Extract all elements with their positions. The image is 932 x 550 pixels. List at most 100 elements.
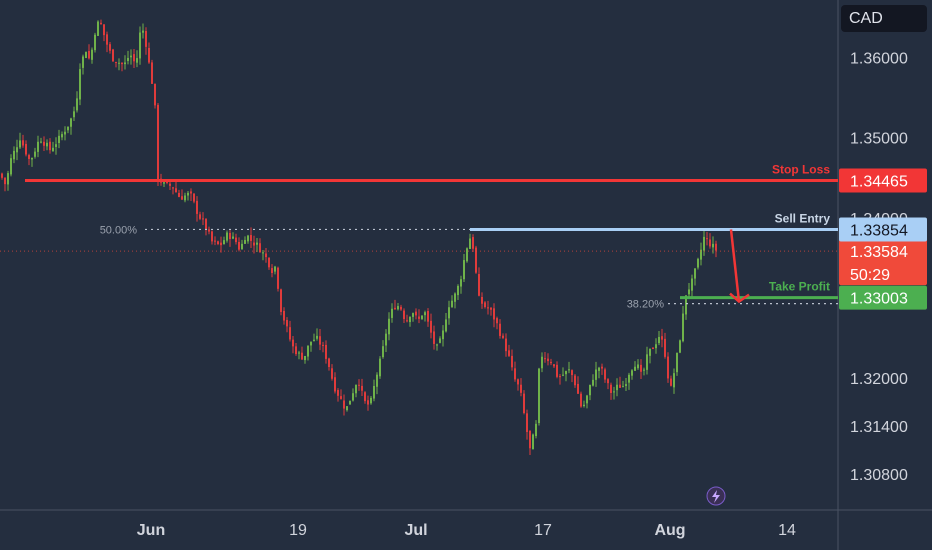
candle-body bbox=[694, 268, 696, 279]
candle-body bbox=[712, 243, 714, 248]
candle-body bbox=[529, 430, 531, 449]
candle-body bbox=[577, 383, 579, 394]
candle-body bbox=[25, 143, 27, 155]
candle-body bbox=[376, 374, 378, 387]
candle-body bbox=[178, 192, 180, 197]
candle-body bbox=[697, 258, 699, 268]
candle-body bbox=[184, 195, 186, 201]
candle-body bbox=[670, 378, 672, 386]
candle-body bbox=[136, 58, 138, 63]
fib-382-label: 38.20% bbox=[627, 299, 665, 311]
currency-badge[interactable]: CAD bbox=[841, 5, 927, 32]
candle-body bbox=[94, 34, 96, 51]
x-tick-label: 19 bbox=[289, 522, 307, 539]
candle-body bbox=[493, 308, 495, 320]
candle-body bbox=[22, 140, 24, 146]
candle-body bbox=[238, 241, 240, 250]
candle-body bbox=[256, 242, 258, 245]
candle-body bbox=[403, 310, 405, 320]
candle-body bbox=[79, 69, 81, 100]
candle-body bbox=[73, 111, 75, 118]
candle-body bbox=[124, 62, 126, 65]
candle-body bbox=[298, 352, 300, 354]
candle-body bbox=[97, 21, 99, 36]
candle-body bbox=[4, 177, 6, 185]
candle-body bbox=[283, 310, 285, 321]
candle-body bbox=[325, 344, 327, 359]
lightning-icon-bolt bbox=[712, 490, 720, 503]
candle-body bbox=[10, 158, 12, 175]
candle-body bbox=[115, 61, 117, 63]
sell-arrow-head bbox=[729, 292, 750, 304]
candle-body bbox=[505, 338, 507, 352]
candle-body bbox=[523, 393, 525, 414]
candle-body bbox=[625, 384, 627, 386]
candle-body bbox=[448, 307, 450, 319]
candle-body bbox=[622, 386, 624, 388]
candle-body bbox=[475, 247, 477, 273]
candle-body bbox=[583, 404, 585, 407]
candle-body bbox=[247, 235, 249, 242]
candle-body bbox=[607, 379, 609, 384]
candle-body bbox=[172, 187, 174, 189]
fib-50-label: 50.00% bbox=[100, 224, 138, 236]
candle-body bbox=[427, 311, 429, 322]
candle-body bbox=[244, 240, 246, 244]
candle-body bbox=[685, 295, 687, 315]
candle-body bbox=[451, 300, 453, 308]
candle-body bbox=[688, 289, 690, 295]
candle-body bbox=[361, 385, 363, 391]
candle-body bbox=[535, 423, 537, 437]
candle-body bbox=[511, 355, 513, 368]
current-price-badge: 1.33584 bbox=[850, 244, 908, 261]
candle-body bbox=[421, 315, 423, 319]
candle-body bbox=[100, 22, 102, 25]
candle-body bbox=[307, 345, 309, 357]
candle-body bbox=[637, 364, 639, 369]
candle-body bbox=[103, 24, 105, 36]
stop-loss-label: Stop Loss bbox=[772, 163, 830, 177]
candle-body bbox=[154, 83, 156, 106]
candle-body bbox=[676, 352, 678, 373]
candle-body bbox=[373, 385, 375, 399]
candle-body bbox=[469, 238, 471, 250]
candle-body bbox=[592, 379, 594, 386]
candle-body bbox=[703, 236, 705, 251]
candle-body bbox=[235, 237, 237, 243]
x-tick-label: 17 bbox=[534, 522, 552, 539]
candle-body bbox=[445, 319, 447, 332]
candle-body bbox=[616, 384, 618, 391]
candle-body bbox=[463, 260, 465, 280]
candle-body bbox=[484, 302, 486, 308]
countdown-timer: 50:29 bbox=[850, 267, 890, 284]
candle-body bbox=[661, 336, 663, 340]
candle-body bbox=[40, 141, 42, 143]
candle-body bbox=[58, 135, 60, 144]
lightning-icon bbox=[706, 486, 726, 506]
candle-body bbox=[487, 307, 489, 309]
candle-body bbox=[64, 131, 66, 135]
candle-body bbox=[424, 312, 426, 316]
stop-loss-price-badge-bg bbox=[839, 168, 927, 193]
sell-entry-price-badge-bg bbox=[839, 217, 927, 242]
candle-body bbox=[292, 339, 294, 347]
candle-body bbox=[370, 397, 372, 404]
take-profit-price-badge: 1.33003 bbox=[850, 291, 908, 308]
candle-body bbox=[70, 118, 72, 127]
candle-body bbox=[478, 274, 480, 296]
candle-body bbox=[457, 285, 459, 296]
sell-entry-label: Sell Entry bbox=[775, 211, 831, 225]
candle-body bbox=[394, 307, 396, 310]
candle-body bbox=[700, 249, 702, 260]
candle-body bbox=[580, 393, 582, 407]
x-tick-label: 14 bbox=[778, 522, 796, 539]
candle-body bbox=[250, 235, 252, 241]
candle-body bbox=[67, 126, 69, 131]
candle-body bbox=[379, 358, 381, 377]
candle-body bbox=[268, 257, 270, 268]
candle-body bbox=[193, 193, 195, 202]
candle-body bbox=[415, 311, 417, 316]
candle-body bbox=[466, 248, 468, 262]
candle-body bbox=[253, 242, 255, 246]
